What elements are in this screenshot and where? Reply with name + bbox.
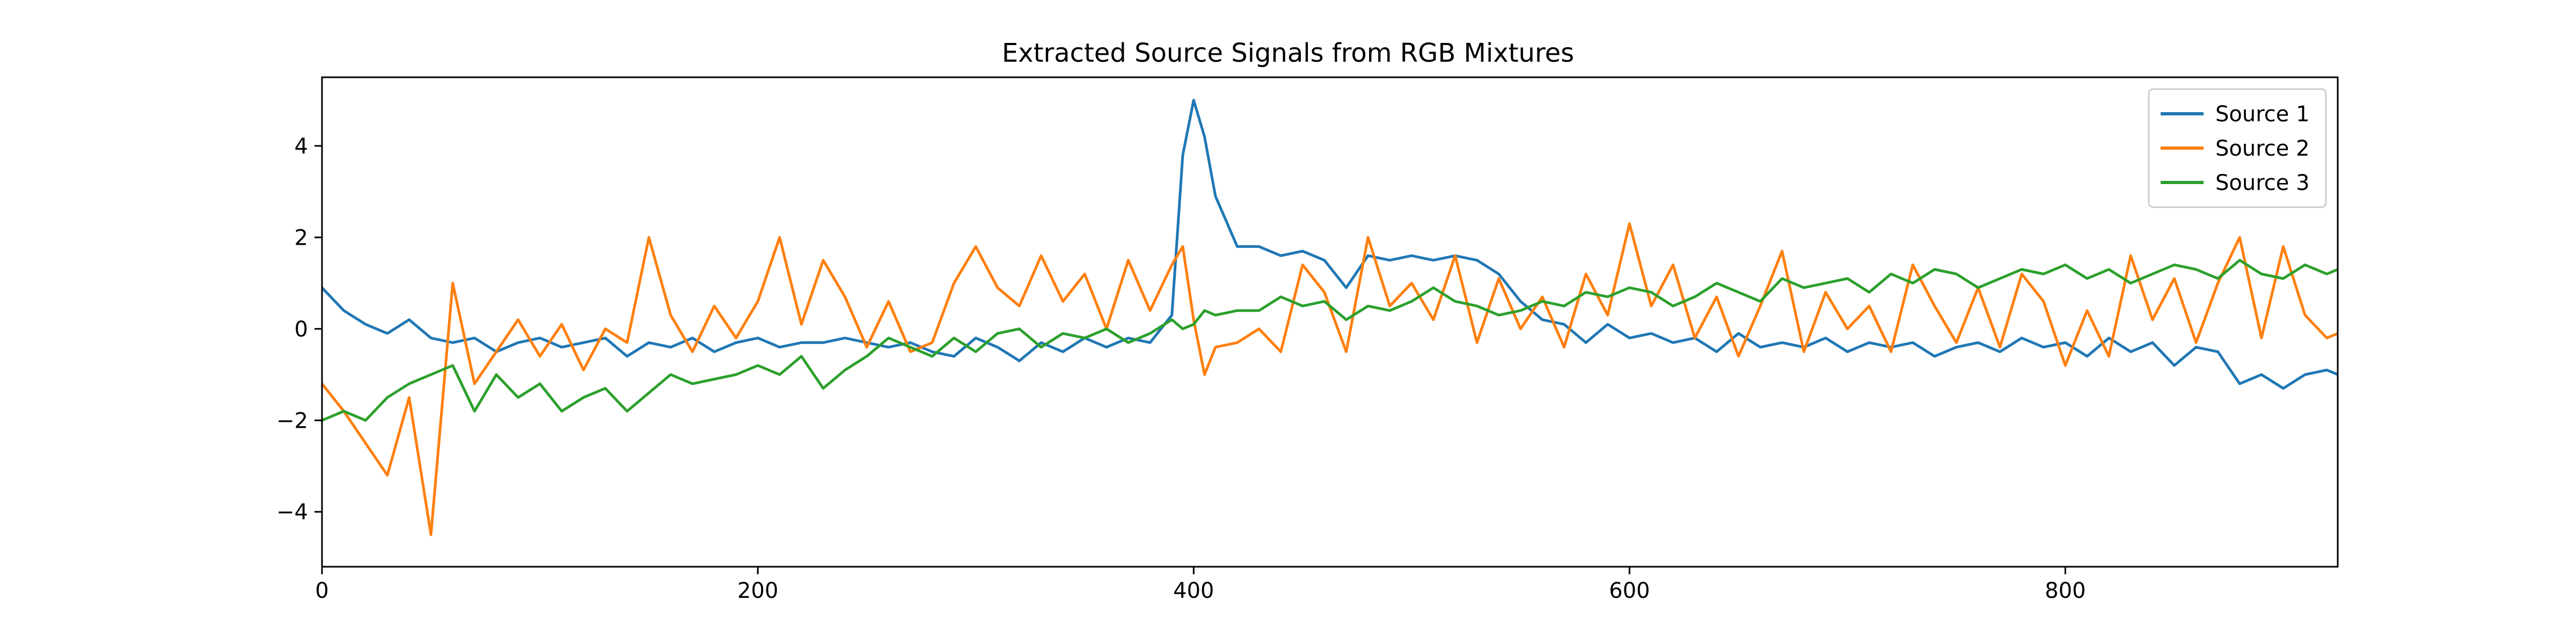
x-tick-label: 600: [1609, 579, 1650, 603]
y-tick-label: −4: [276, 500, 308, 525]
x-axis: 0 200 400 600 800: [315, 567, 2086, 603]
legend-label-2: Source 2: [2215, 136, 2310, 161]
series-line-2: [322, 222, 2338, 536]
chart-title: Extracted Source Signals from RGB Mixtur…: [1002, 38, 1574, 68]
x-tick-label: 0: [315, 579, 328, 603]
x-tick-label: 800: [2045, 579, 2085, 603]
legend-label-3: Source 3: [2215, 171, 2310, 195]
series-layer: [322, 99, 2338, 536]
series-line-3: [322, 259, 2338, 422]
legend-box: [2148, 88, 2327, 208]
y-tick-label: 4: [295, 134, 308, 159]
plot-frame: [321, 76, 2339, 568]
y-tick-label: 2: [295, 225, 308, 250]
legend-label-1: Source 1: [2215, 102, 2310, 127]
y-axis: −4 −2 0 2 4: [276, 134, 322, 525]
legend: Source 1 Source 2 Source 3: [2148, 88, 2327, 208]
y-tick-label: −2: [276, 408, 308, 433]
x-tick-label: 400: [1173, 579, 1214, 603]
x-tick-label: 200: [737, 579, 778, 603]
y-tick-label: 0: [295, 317, 308, 342]
series-line-1: [322, 99, 2338, 390]
